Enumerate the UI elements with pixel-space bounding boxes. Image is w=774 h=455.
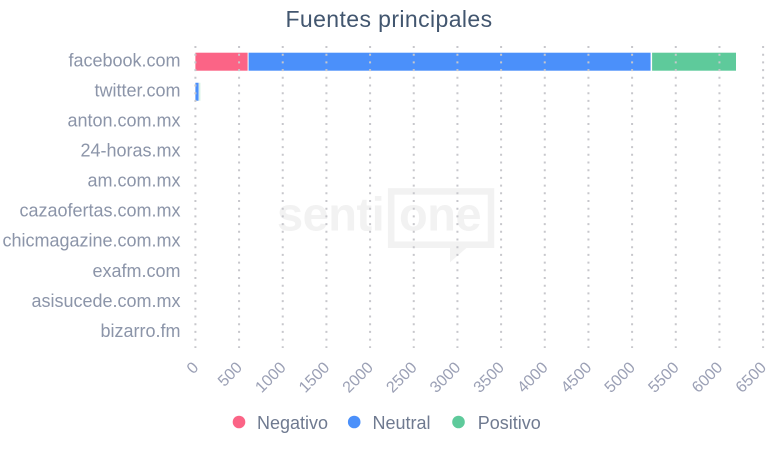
svg-text:24-horas.mx: 24-horas.mx [80, 141, 180, 161]
svg-text:one: one [399, 188, 481, 241]
svg-text:Negativo: Negativo [257, 413, 328, 433]
svg-text:twitter.com: twitter.com [94, 80, 180, 100]
svg-text:bizarro.fm: bizarro.fm [100, 321, 180, 341]
svg-text:facebook.com: facebook.com [68, 50, 180, 70]
svg-text:Positivo: Positivo [478, 413, 541, 433]
svg-text:cazaofertas.com.mx: cazaofertas.com.mx [19, 201, 180, 221]
svg-text:Fuentes principales: Fuentes principales [285, 6, 492, 32]
svg-text:chicmagazine.com.mx: chicmagazine.com.mx [2, 231, 180, 251]
svg-text:exafm.com: exafm.com [92, 261, 180, 281]
svg-text:Neutral: Neutral [373, 413, 431, 433]
svg-text:anton.com.mx: anton.com.mx [67, 111, 180, 131]
svg-text:senti: senti [277, 188, 384, 241]
svg-text:am.com.mx: am.com.mx [87, 171, 180, 191]
svg-text:asisucede.com.mx: asisucede.com.mx [31, 291, 180, 311]
